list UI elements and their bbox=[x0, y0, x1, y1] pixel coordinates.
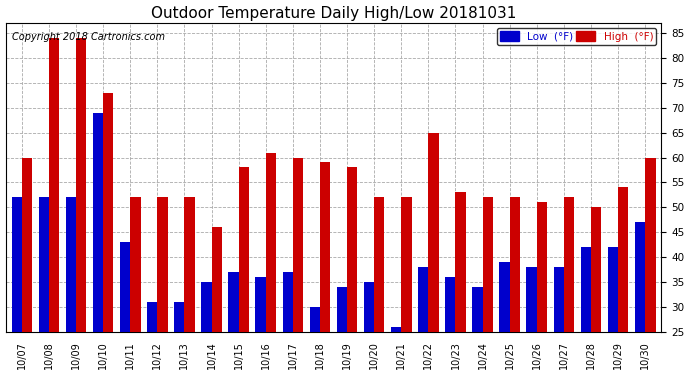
Title: Outdoor Temperature Daily High/Low 20181031: Outdoor Temperature Daily High/Low 20181… bbox=[151, 6, 516, 21]
Bar bbox=[130, 197, 141, 332]
Bar bbox=[39, 197, 49, 332]
Bar bbox=[428, 133, 439, 332]
Bar bbox=[293, 158, 303, 332]
Bar bbox=[66, 197, 76, 332]
Bar bbox=[391, 327, 402, 332]
Bar bbox=[255, 277, 266, 332]
Bar bbox=[49, 38, 59, 332]
Bar bbox=[608, 247, 618, 332]
Bar bbox=[553, 267, 564, 332]
Bar bbox=[581, 247, 591, 332]
Bar bbox=[472, 287, 482, 332]
Bar bbox=[402, 197, 411, 332]
Bar bbox=[418, 267, 428, 332]
Bar bbox=[147, 302, 157, 332]
Bar bbox=[564, 197, 574, 332]
Bar bbox=[184, 197, 195, 332]
Bar bbox=[157, 197, 168, 332]
Bar bbox=[12, 197, 22, 332]
Text: Copyright 2018 Cartronics.com: Copyright 2018 Cartronics.com bbox=[12, 32, 165, 42]
Bar bbox=[320, 162, 331, 332]
Bar bbox=[76, 38, 86, 332]
Bar bbox=[364, 282, 374, 332]
Bar bbox=[500, 262, 510, 332]
Bar bbox=[374, 197, 384, 332]
Bar bbox=[283, 272, 293, 332]
Bar bbox=[635, 222, 645, 332]
Bar bbox=[645, 158, 656, 332]
Bar bbox=[482, 197, 493, 332]
Bar bbox=[591, 207, 601, 332]
Bar bbox=[93, 113, 103, 332]
Bar bbox=[455, 192, 466, 332]
Bar bbox=[526, 267, 537, 332]
Bar bbox=[310, 307, 320, 332]
Bar bbox=[445, 277, 455, 332]
Bar bbox=[266, 153, 276, 332]
Bar bbox=[537, 202, 547, 332]
Legend: Low  (°F), High  (°F): Low (°F), High (°F) bbox=[497, 28, 656, 45]
Bar bbox=[510, 197, 520, 332]
Bar bbox=[201, 282, 212, 332]
Bar bbox=[228, 272, 239, 332]
Bar bbox=[174, 302, 184, 332]
Bar bbox=[103, 93, 113, 332]
Bar bbox=[22, 158, 32, 332]
Bar bbox=[347, 168, 357, 332]
Bar bbox=[618, 188, 629, 332]
Bar bbox=[239, 168, 249, 332]
Bar bbox=[212, 227, 222, 332]
Bar bbox=[120, 242, 130, 332]
Bar bbox=[337, 287, 347, 332]
